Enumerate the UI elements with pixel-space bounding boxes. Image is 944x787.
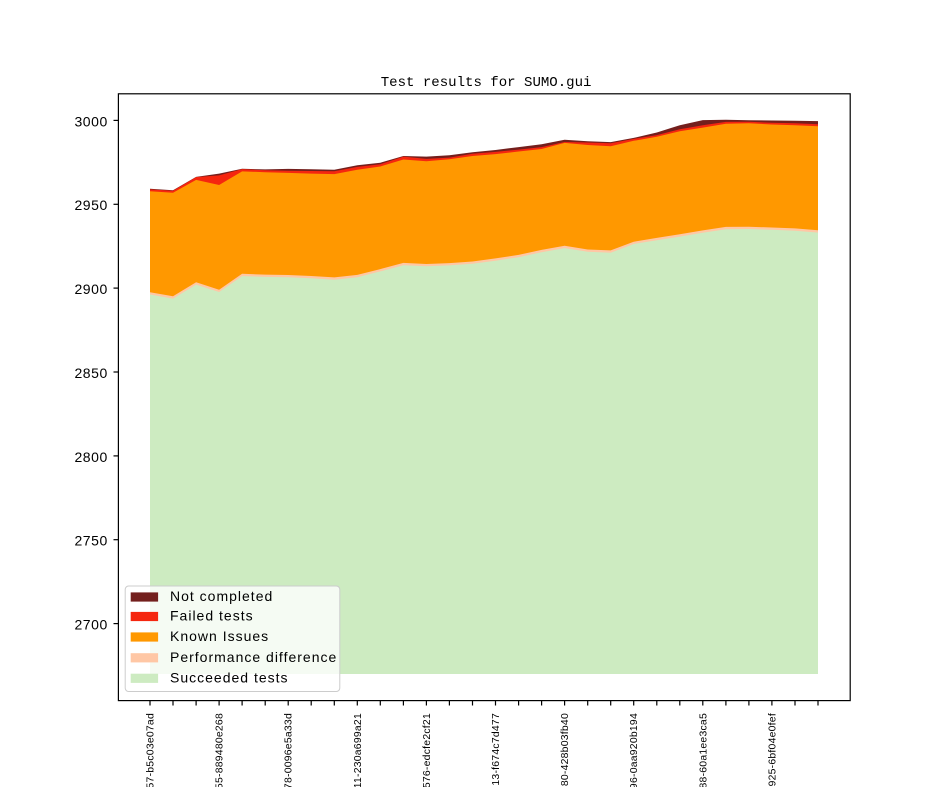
svg-text:2800: 2800 [74,449,107,465]
svg-text:2750: 2750 [74,533,107,549]
svg-text:55-889480e268: 55-889480e268 [215,713,226,787]
svg-text:Not completed: Not completed [170,588,273,604]
svg-text:88-60a1ee3ca5: 88-60a1ee3ca5 [698,713,709,787]
svg-text:57-b5c03e07ad: 57-b5c03e07ad [146,713,157,787]
svg-text:Succeeded tests: Succeeded tests [170,669,289,685]
svg-text:2900: 2900 [74,281,107,297]
svg-text:Test results for SUMO.gui: Test results for SUMO.gui [381,75,592,91]
svg-text:80-428b03fb40: 80-428b03fb40 [560,713,571,786]
svg-text:925-6bf04e0fef: 925-6bf04e0fef [767,713,778,786]
svg-text:Performance difference: Performance difference [170,649,337,665]
svg-text:Known Issues: Known Issues [170,628,269,644]
svg-text:96-0aa920b194: 96-0aa920b194 [629,713,640,787]
svg-text:78-0096e5a33d: 78-0096e5a33d [284,713,295,787]
svg-text:2850: 2850 [74,365,107,381]
svg-text:576-edcfe2cf21: 576-edcfe2cf21 [422,713,433,787]
svg-text:Failed tests: Failed tests [170,608,254,624]
svg-text:2700: 2700 [74,617,107,633]
svg-text:3000: 3000 [74,113,107,129]
svg-text:13-f674c7d477: 13-f674c7d477 [491,713,502,786]
svg-text:11-230a699a21: 11-230a699a21 [353,713,364,787]
svg-text:2950: 2950 [74,197,107,213]
